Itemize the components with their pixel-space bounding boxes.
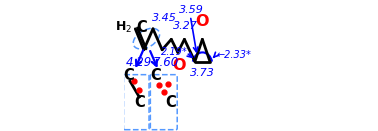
Text: ←2.33*: ←2.33* <box>217 50 251 60</box>
Text: 3.59: 3.59 <box>179 6 204 15</box>
Text: C: C <box>135 95 145 110</box>
Text: C: C <box>165 95 176 110</box>
Text: 3.27: 3.27 <box>174 21 198 31</box>
Text: C: C <box>123 69 134 83</box>
Text: 4.29: 4.29 <box>125 56 152 69</box>
Text: C: C <box>150 69 161 83</box>
Text: 3.73: 3.73 <box>190 68 215 78</box>
Text: 2.19*: 2.19* <box>161 47 187 57</box>
Text: 3.45: 3.45 <box>152 13 177 23</box>
Text: 7.60: 7.60 <box>153 56 179 69</box>
Text: H$_2$: H$_2$ <box>115 20 132 35</box>
Text: O: O <box>172 58 186 73</box>
Text: C: C <box>136 20 147 35</box>
Text: O: O <box>195 14 209 29</box>
